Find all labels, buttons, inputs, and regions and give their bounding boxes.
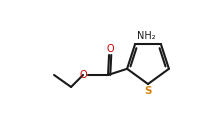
Text: O: O [107, 44, 114, 54]
Text: S: S [144, 87, 152, 96]
Text: NH₂: NH₂ [137, 31, 156, 41]
Text: O: O [79, 70, 87, 80]
